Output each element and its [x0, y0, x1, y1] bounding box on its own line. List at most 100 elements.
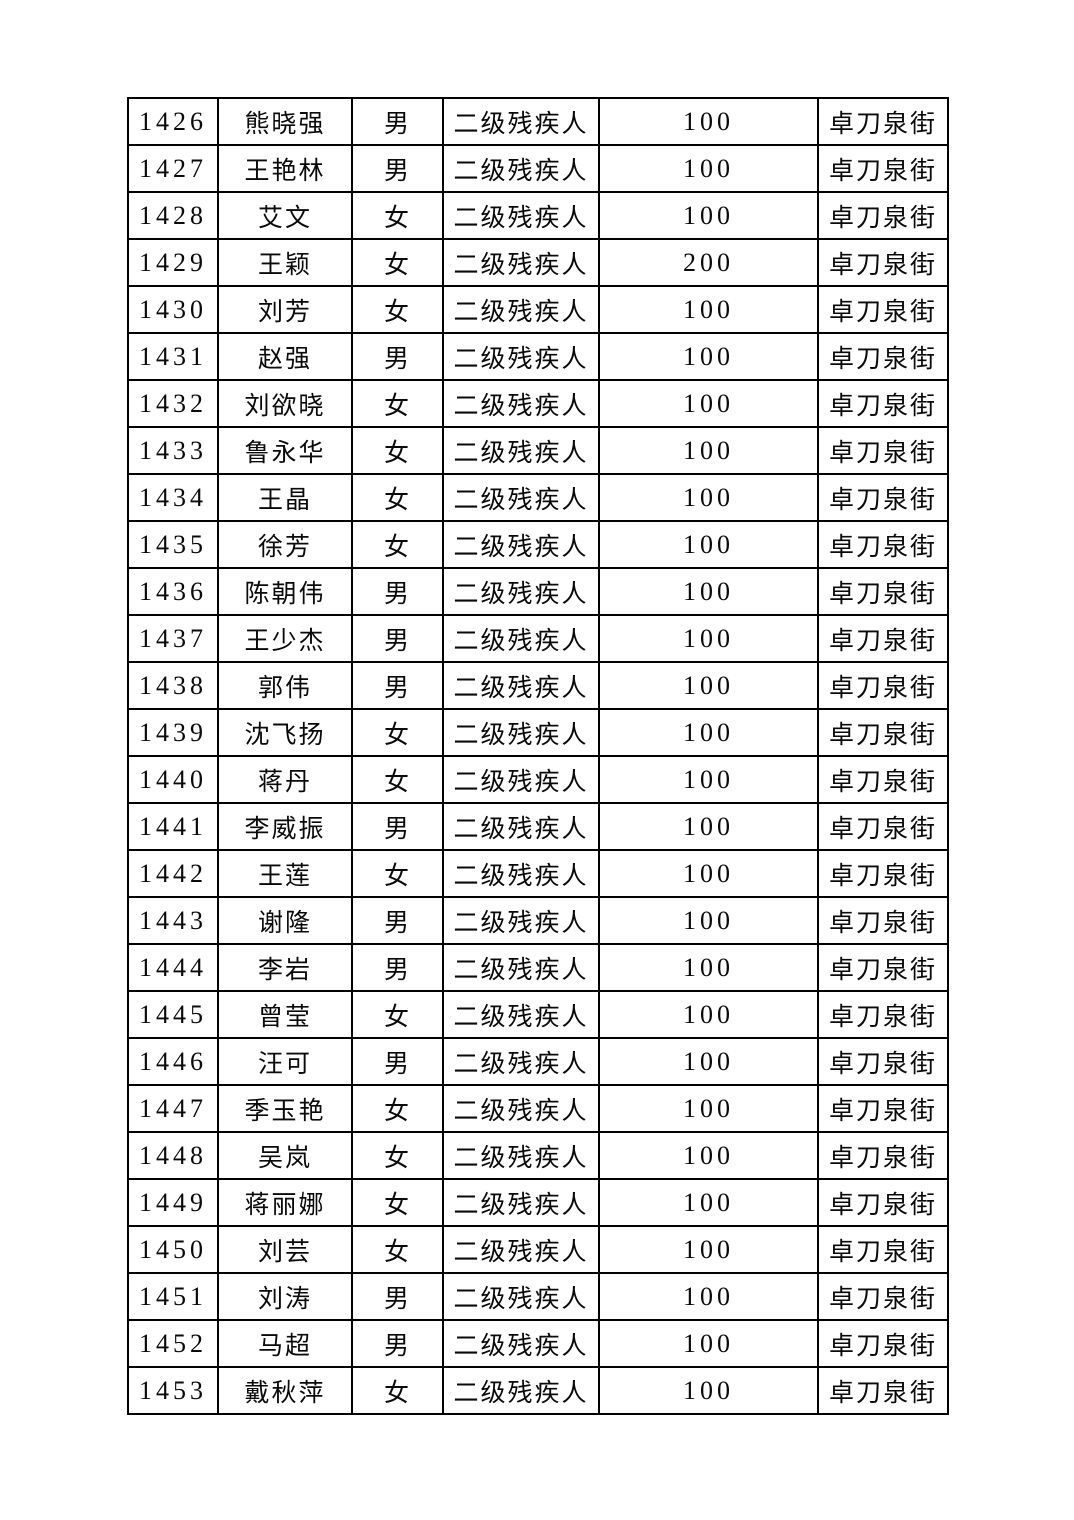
cell-street: 卓刀泉街 [817, 473, 949, 522]
table-row: 1433 鲁永华女二级残疾人 100 卓刀泉街 [127, 426, 949, 475]
cell-gender: 女 [351, 1084, 444, 1133]
cell-amount: 100 [598, 473, 819, 522]
table-row: 1436 陈朝伟男二级残疾人 100 卓刀泉街 [127, 567, 949, 616]
table-row: 1453 戴秋萍女二级残疾人 100 卓刀泉街 [127, 1366, 949, 1415]
cell-gender: 男 [351, 802, 444, 851]
cell-index: 1430 [127, 285, 219, 334]
cell-name: 刘芳 [217, 285, 353, 334]
cell-gender: 女 [351, 849, 444, 898]
cell-gender: 女 [351, 191, 444, 240]
cell-amount: 100 [598, 849, 819, 898]
cell-name: 王晶 [217, 473, 353, 522]
cell-gender: 女 [351, 426, 444, 475]
cell-amount: 100 [598, 802, 819, 851]
cell-index: 1442 [127, 849, 219, 898]
cell-gender: 女 [351, 285, 444, 334]
cell-street: 卓刀泉街 [817, 990, 949, 1039]
table-row: 1439 沈飞扬女二级残疾人 100 卓刀泉街 [127, 708, 949, 757]
cell-name: 陈朝伟 [217, 567, 353, 616]
table-row: 1451 刘涛男二级残疾人 100 卓刀泉街 [127, 1272, 949, 1321]
cell-name: 王艳林 [217, 144, 353, 193]
cell-amount: 100 [598, 97, 819, 146]
cell-category: 二级残疾人 [442, 332, 600, 381]
cell-gender: 女 [351, 1366, 444, 1415]
cell-index: 1433 [127, 426, 219, 475]
cell-gender: 女 [351, 379, 444, 428]
cell-name: 艾文 [217, 191, 353, 240]
cell-index: 1432 [127, 379, 219, 428]
cell-index: 1440 [127, 755, 219, 804]
cell-name: 王颖 [217, 238, 353, 287]
cell-index: 1443 [127, 896, 219, 945]
cell-street: 卓刀泉街 [817, 520, 949, 569]
cell-gender: 女 [351, 1225, 444, 1274]
cell-street: 卓刀泉街 [817, 755, 949, 804]
cell-category: 二级残疾人 [442, 238, 600, 287]
table-row: 1449 蒋丽娜女二级残疾人 100 卓刀泉街 [127, 1178, 949, 1227]
cell-street: 卓刀泉街 [817, 943, 949, 992]
cell-gender: 女 [351, 755, 444, 804]
cell-index: 1431 [127, 332, 219, 381]
cell-street: 卓刀泉街 [817, 1084, 949, 1133]
table-row: 1444 李岩男二级残疾人 100 卓刀泉街 [127, 943, 949, 992]
cell-category: 二级残疾人 [442, 661, 600, 710]
cell-gender: 男 [351, 1037, 444, 1086]
cell-amount: 100 [598, 1084, 819, 1133]
cell-gender: 女 [351, 708, 444, 757]
table-row: 1437 王少杰男二级残疾人 100 卓刀泉街 [127, 614, 949, 663]
cell-category: 二级残疾人 [442, 144, 600, 193]
cell-street: 卓刀泉街 [817, 1037, 949, 1086]
cell-category: 二级残疾人 [442, 520, 600, 569]
cell-amount: 100 [598, 1319, 819, 1368]
data-table: 1426 熊晓强男二级残疾人 100 卓刀泉街 1427 王艳林男二级残疾人 100 卓刀泉街… [127, 97, 949, 1415]
cell-gender: 男 [351, 1319, 444, 1368]
cell-gender: 男 [351, 896, 444, 945]
table-row: 1434 王晶女二级残疾人 100 卓刀泉街 [127, 473, 949, 522]
cell-street: 卓刀泉街 [817, 849, 949, 898]
cell-gender: 女 [351, 238, 444, 287]
cell-name: 徐芳 [217, 520, 353, 569]
cell-gender: 男 [351, 332, 444, 381]
table-row: 1441 李威振男二级残疾人 100 卓刀泉街 [127, 802, 949, 851]
table-row: 1447 季玉艳女二级残疾人 100 卓刀泉街 [127, 1084, 949, 1133]
cell-name: 熊晓强 [217, 97, 353, 146]
cell-category: 二级残疾人 [442, 896, 600, 945]
cell-street: 卓刀泉街 [817, 285, 949, 334]
cell-index: 1429 [127, 238, 219, 287]
cell-amount: 100 [598, 379, 819, 428]
cell-amount: 100 [598, 708, 819, 757]
cell-gender: 男 [351, 943, 444, 992]
cell-category: 二级残疾人 [442, 191, 600, 240]
cell-index: 1448 [127, 1131, 219, 1180]
cell-amount: 100 [598, 661, 819, 710]
table-row: 1426 熊晓强男二级残疾人 100 卓刀泉街 [127, 97, 949, 146]
table-row: 1430 刘芳女二级残疾人 100 卓刀泉街 [127, 285, 949, 334]
cell-category: 二级残疾人 [442, 379, 600, 428]
cell-category: 二级残疾人 [442, 1131, 600, 1180]
cell-amount: 100 [598, 285, 819, 334]
cell-index: 1427 [127, 144, 219, 193]
cell-amount: 100 [598, 614, 819, 663]
cell-name: 沈飞扬 [217, 708, 353, 757]
cell-category: 二级残疾人 [442, 802, 600, 851]
cell-amount: 100 [598, 567, 819, 616]
cell-index: 1441 [127, 802, 219, 851]
cell-street: 卓刀泉街 [817, 1366, 949, 1415]
cell-street: 卓刀泉街 [817, 191, 949, 240]
cell-category: 二级残疾人 [442, 1084, 600, 1133]
cell-street: 卓刀泉街 [817, 426, 949, 475]
cell-name: 李岩 [217, 943, 353, 992]
cell-gender: 女 [351, 473, 444, 522]
cell-index: 1436 [127, 567, 219, 616]
cell-amount: 100 [598, 990, 819, 1039]
table-row: 1427 王艳林男二级残疾人 100 卓刀泉街 [127, 144, 949, 193]
cell-category: 二级残疾人 [442, 97, 600, 146]
cell-amount: 100 [598, 896, 819, 945]
cell-street: 卓刀泉街 [817, 1319, 949, 1368]
cell-name: 王少杰 [217, 614, 353, 663]
cell-gender: 女 [351, 520, 444, 569]
table-row: 1446 汪可男二级残疾人 100 卓刀泉街 [127, 1037, 949, 1086]
table-row: 1431 赵强男二级残疾人 100 卓刀泉街 [127, 332, 949, 381]
cell-name: 谢隆 [217, 896, 353, 945]
cell-name: 蒋丽娜 [217, 1178, 353, 1227]
